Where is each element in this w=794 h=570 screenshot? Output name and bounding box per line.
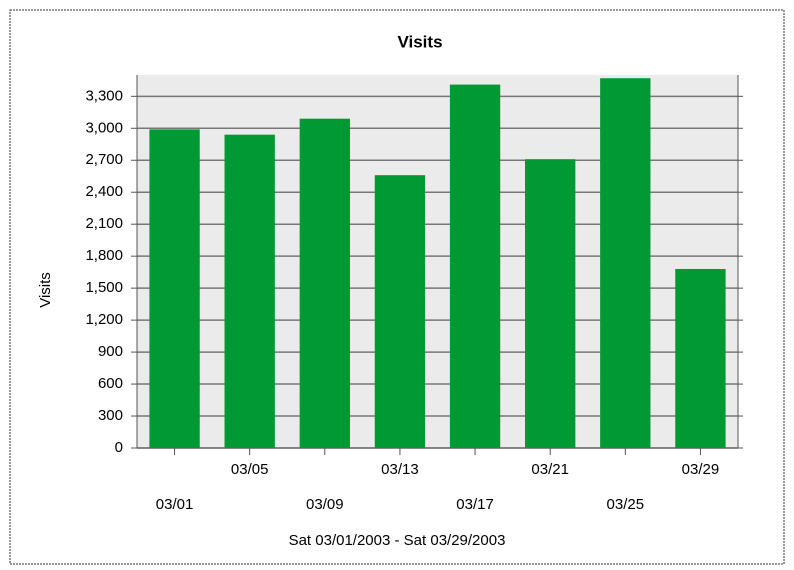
x-tick-label: 03/13: [381, 461, 419, 478]
y-tick-label: 3,000: [85, 119, 123, 136]
y-tick-label: 1,800: [85, 247, 123, 264]
bar: [675, 268, 726, 448]
y-tick-label: 600: [98, 375, 123, 392]
x-tick-label: 03/29: [682, 461, 720, 478]
y-tick-label: 300: [98, 407, 123, 424]
y-tick-label: 2,400: [85, 183, 123, 200]
bar: [374, 175, 426, 449]
x-axis-label: Sat 03/01/2003 - Sat 03/29/2003: [289, 532, 506, 549]
x-tick-label: 03/25: [607, 496, 645, 513]
bar: [600, 78, 651, 448]
y-tick-label: 0: [115, 439, 123, 456]
bar: [149, 129, 200, 448]
bar: [449, 84, 501, 448]
bar: [525, 159, 576, 449]
y-tick-label: 2,700: [85, 151, 123, 168]
x-tick-label: 03/21: [531, 461, 569, 478]
y-tick-label: 3,300: [85, 87, 123, 104]
y-tick-label: 900: [98, 343, 123, 360]
y-tick-label: 1,500: [85, 279, 123, 296]
bar: [299, 118, 350, 449]
y-axis-label: Visits: [37, 272, 54, 308]
bar: [224, 134, 275, 448]
y-tick-label: 2,100: [85, 215, 123, 232]
chart-title: Visits: [397, 32, 442, 51]
x-tick-label: 03/09: [306, 496, 344, 513]
x-tick-label: 03/05: [231, 461, 269, 478]
x-tick-label: 03/17: [456, 496, 494, 513]
y-tick-label: 1,200: [85, 311, 123, 328]
frame: [9, 9, 785, 565]
x-tick-label: 03/01: [156, 496, 194, 513]
